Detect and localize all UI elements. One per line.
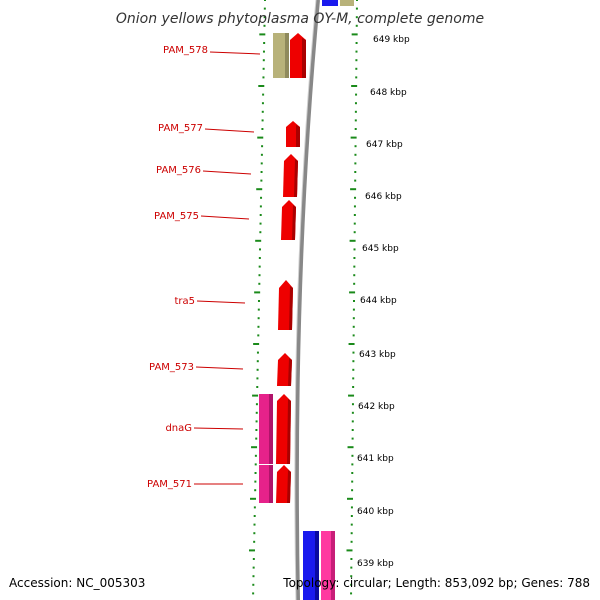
gene-label-pam-576[interactable]: PAM_576 xyxy=(156,165,201,176)
cds-pam-575[interactable] xyxy=(281,200,296,240)
cds-pam-576[interactable] xyxy=(283,154,298,197)
feature-blue-top[interactable] xyxy=(322,0,338,6)
cds-tra5[interactable] xyxy=(278,280,293,330)
feature-blue-bottom[interactable] xyxy=(303,531,319,600)
accession-label: Accession: NC_005303 xyxy=(9,576,145,590)
gene-label-pam-571[interactable]: PAM_571 xyxy=(147,479,192,490)
cds-pam-571[interactable] xyxy=(276,465,291,503)
kbp-label: 640 kbp xyxy=(357,507,394,517)
feature-olive-shade xyxy=(285,33,289,78)
kbp-label: 643 kbp xyxy=(359,350,396,360)
gene-label-dnag[interactable]: dnaG xyxy=(165,423,192,434)
feature-olive-top[interactable] xyxy=(340,0,354,6)
gene-leader-lines xyxy=(193,51,261,485)
kbp-label: 645 kbp xyxy=(362,244,399,254)
feature-pink-bottom[interactable] xyxy=(321,531,335,600)
kbp-label: 649 kbp xyxy=(373,35,410,45)
gene-label-pam-578[interactable]: PAM_578 xyxy=(163,45,208,56)
outer-ruler xyxy=(346,0,358,595)
gene-label-pam-575[interactable]: PAM_575 xyxy=(154,211,199,222)
feature-magenta-dnag[interactable] xyxy=(259,394,273,464)
kbp-label: 641 kbp xyxy=(357,454,394,464)
genome-backbone xyxy=(294,0,320,600)
kbp-label: 647 kbp xyxy=(366,140,403,150)
genome-summary: Topology: circular; Length: 853,092 bp; … xyxy=(282,576,590,590)
kbp-label: 639 kbp xyxy=(357,559,394,569)
feature-magenta-pam-571[interactable] xyxy=(259,465,273,503)
cds-pam-578[interactable] xyxy=(290,33,306,78)
inner-ruler xyxy=(248,0,266,595)
gene-label-tra5[interactable]: tra5 xyxy=(174,296,195,307)
cds-dnag[interactable] xyxy=(276,394,291,464)
kbp-label: 646 kbp xyxy=(365,192,402,202)
genome-backbone-highlight xyxy=(294,0,317,600)
kbp-label: 648 kbp xyxy=(370,88,407,98)
gene-labels: PAM_578 PAM_577 PAM_576 PAM_575 tra5 PAM… xyxy=(147,45,208,490)
feature-track xyxy=(259,0,354,600)
kbp-label: 642 kbp xyxy=(358,402,395,412)
gene-label-pam-573[interactable]: PAM_573 xyxy=(149,362,194,373)
map-title: Onion yellows phytoplasma OY-M, complete… xyxy=(116,11,484,27)
scale-labels: 649 kbp 648 kbp 647 kbp 646 kbp 645 kbp … xyxy=(357,35,410,569)
kbp-label: 644 kbp xyxy=(360,296,397,306)
cds-pam-577[interactable] xyxy=(286,121,300,147)
gene-label-pam-577[interactable]: PAM_577 xyxy=(158,123,203,134)
cds-pam-573[interactable] xyxy=(277,353,292,386)
track-band xyxy=(256,0,352,600)
